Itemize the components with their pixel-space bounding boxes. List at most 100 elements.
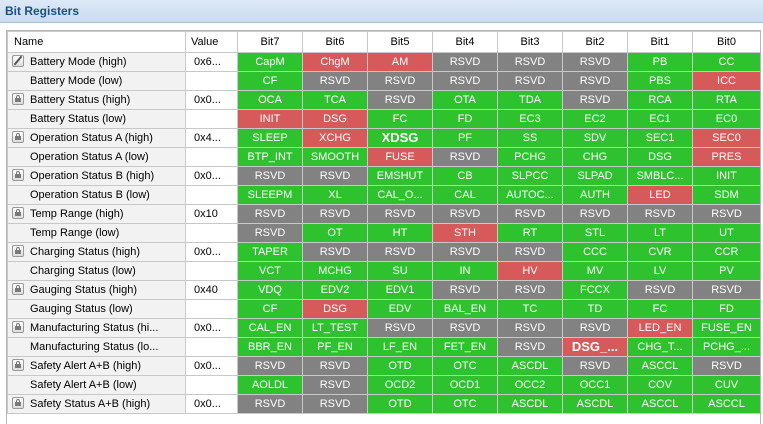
bit-cell-bit1[interactable]: EC1: [627, 109, 693, 129]
bit-cell-bit1[interactable]: RCA: [627, 90, 693, 110]
bit-cell-bit4[interactable]: RSVD: [432, 242, 498, 262]
bit-cell-bit1[interactable]: FC: [627, 299, 693, 319]
bit-cell-bit6[interactable]: RSVD: [302, 242, 368, 262]
register-row[interactable]: Manufacturing Status (hi... 0x0... CAL_EN L…: [7, 318, 760, 338]
bit-cell-bit3[interactable]: TDA: [497, 90, 563, 110]
bit-cell-bit1[interactable]: RSVD: [627, 280, 693, 300]
bit-cell-bit0[interactable]: RSVD: [692, 356, 760, 376]
bit-cell-bit5[interactable]: RSVD: [367, 90, 433, 110]
bit-cell-bit3[interactable]: HV: [497, 261, 563, 281]
bit-cell-bit3[interactable]: RSVD: [497, 318, 563, 338]
bit-cell-bit4[interactable]: RSVD: [432, 318, 498, 338]
column-header-bit1[interactable]: Bit1: [627, 31, 693, 53]
bit-cell-bit2[interactable]: EC2: [562, 109, 628, 129]
bit-cell-bit6[interactable]: SMOOTH: [302, 147, 368, 167]
bit-cell-bit0[interactable]: PV: [692, 261, 760, 281]
bit-cell-bit4[interactable]: BAL_EN: [432, 299, 498, 319]
bit-cell-bit3[interactable]: SLPCC: [497, 166, 563, 186]
register-value[interactable]: 0x0...: [185, 90, 238, 110]
bit-cell-bit7[interactable]: RSVD: [237, 394, 303, 414]
bit-cell-bit2[interactable]: RSVD: [562, 204, 628, 224]
bit-cell-bit7[interactable]: BBR_EN: [237, 337, 303, 357]
register-name-cell[interactable]: Battery Mode (low): [7, 71, 186, 91]
bit-cell-bit3[interactable]: RSVD: [497, 242, 563, 262]
bit-cell-bit6[interactable]: LT_TEST: [302, 318, 368, 338]
register-row[interactable]: Operation Status B (high) 0x0... RSVD RSVD E…: [7, 166, 760, 186]
lock-icon[interactable]: [12, 207, 24, 219]
lock-icon[interactable]: [12, 397, 24, 409]
bit-cell-bit2[interactable]: AUTH: [562, 185, 628, 205]
register-value[interactable]: [185, 375, 238, 395]
lock-icon[interactable]: [12, 359, 24, 371]
bit-cell-bit7[interactable]: OCA: [237, 90, 303, 110]
lock-icon[interactable]: [12, 321, 24, 333]
bit-cell-bit4[interactable]: RSVD: [432, 280, 498, 300]
bit-cell-bit7[interactable]: CapM: [237, 52, 303, 72]
bit-cell-bit1[interactable]: RSVD: [627, 204, 693, 224]
bit-cell-bit2[interactable]: RSVD: [562, 356, 628, 376]
bit-cell-bit7[interactable]: CF: [237, 71, 303, 91]
register-row[interactable]: Battery Status (high) 0x0... OCA TCA RSVD OTA…: [7, 90, 760, 110]
bit-cell-bit5[interactable]: OTD: [367, 394, 433, 414]
bit-cell-bit6[interactable]: EDV2: [302, 280, 368, 300]
column-header-bit3[interactable]: Bit3: [497, 31, 563, 53]
register-name-cell[interactable]: Operation Status A (high): [7, 128, 186, 148]
register-value[interactable]: [185, 147, 238, 167]
register-row[interactable]: Gauging Status (high) 0x40 VDQ EDV2 EDV1 RSVD…: [7, 280, 760, 300]
bit-cell-bit5[interactable]: LF_EN: [367, 337, 433, 357]
register-name-cell[interactable]: Manufacturing Status (lo...: [7, 337, 186, 357]
lock-icon[interactable]: [12, 283, 24, 295]
register-name-cell[interactable]: Operation Status B (high): [7, 166, 186, 186]
register-row[interactable]: Battery Mode (high) 0x6... CapM ChgM AM RSVD R…: [7, 52, 760, 72]
register-name-cell[interactable]: Temp Range (high): [7, 204, 186, 224]
bit-cell-bit6[interactable]: ChgM: [302, 52, 368, 72]
bit-cell-bit0[interactable]: INIT: [692, 166, 760, 186]
bit-cell-bit0[interactable]: ICC: [692, 71, 760, 91]
bit-cell-bit5[interactable]: EDV: [367, 299, 433, 319]
column-header-bit4[interactable]: Bit4: [432, 31, 498, 53]
register-row[interactable]: Operation Status B (low) SLEEPM XL CAL_O...…: [7, 185, 760, 205]
bit-cell-bit5[interactable]: RSVD: [367, 242, 433, 262]
bit-cell-bit5[interactable]: AM: [367, 52, 433, 72]
bit-cell-bit6[interactable]: RSVD: [302, 356, 368, 376]
bit-cell-bit5[interactable]: CAL_O...: [367, 185, 433, 205]
bit-cell-bit6[interactable]: RSVD: [302, 394, 368, 414]
bit-cell-bit1[interactable]: CVR: [627, 242, 693, 262]
bit-cell-bit6[interactable]: DSG: [302, 109, 368, 129]
pencil-icon[interactable]: [12, 55, 24, 67]
register-row[interactable]: Safety Alert A+B (low) AOLDL RSVD OCD2 OCD1 O…: [7, 375, 760, 395]
register-row[interactable]: Operation Status A (low) BTP_INT SMOOTH FUS…: [7, 147, 760, 167]
bit-cell-bit3[interactable]: RSVD: [497, 204, 563, 224]
bit-cell-bit3[interactable]: PCHG: [497, 147, 563, 167]
bit-cell-bit7[interactable]: AOLDL: [237, 375, 303, 395]
bit-cell-bit1[interactable]: ASCCL: [627, 394, 693, 414]
bit-cell-bit4[interactable]: FD: [432, 109, 498, 129]
bit-cell-bit7[interactable]: RSVD: [237, 223, 303, 243]
column-header-bit6[interactable]: Bit6: [302, 31, 368, 53]
bit-cell-bit6[interactable]: XL: [302, 185, 368, 205]
bit-cell-bit1[interactable]: PB: [627, 52, 693, 72]
register-value[interactable]: 0x40: [185, 280, 238, 300]
bit-cell-bit0[interactable]: RSVD: [692, 280, 760, 300]
bit-cell-bit1[interactable]: LV: [627, 261, 693, 281]
register-value[interactable]: 0x0...: [185, 242, 238, 262]
bit-cell-bit6[interactable]: XCHG: [302, 128, 368, 148]
register-row[interactable]: Battery Mode (low) CF RSVD RSVD RSVD RSVD RSVD…: [7, 71, 760, 91]
register-name-cell[interactable]: Safety Status A+B (high): [7, 394, 186, 414]
column-header-bit5[interactable]: Bit5: [367, 31, 433, 53]
bit-cell-bit5[interactable]: OTD: [367, 356, 433, 376]
column-header-bit7[interactable]: Bit7: [237, 31, 303, 53]
bit-cell-bit5[interactable]: FC: [367, 109, 433, 129]
bit-cell-bit3[interactable]: RT: [497, 223, 563, 243]
bit-cell-bit2[interactable]: FCCX: [562, 280, 628, 300]
bit-cell-bit7[interactable]: BTP_INT: [237, 147, 303, 167]
bit-cell-bit1[interactable]: DSG: [627, 147, 693, 167]
bit-cell-bit4[interactable]: OTC: [432, 394, 498, 414]
register-row[interactable]: Temp Range (low) RSVD OT HT STH RT STL LT UT: [7, 223, 760, 243]
register-value[interactable]: 0x6...: [185, 52, 238, 72]
bit-cell-bit5[interactable]: EDV1: [367, 280, 433, 300]
column-header-bit2[interactable]: Bit2: [562, 31, 628, 53]
bit-cell-bit4[interactable]: OCD1: [432, 375, 498, 395]
register-value[interactable]: 0x0...: [185, 356, 238, 376]
bit-cell-bit7[interactable]: RSVD: [237, 204, 303, 224]
